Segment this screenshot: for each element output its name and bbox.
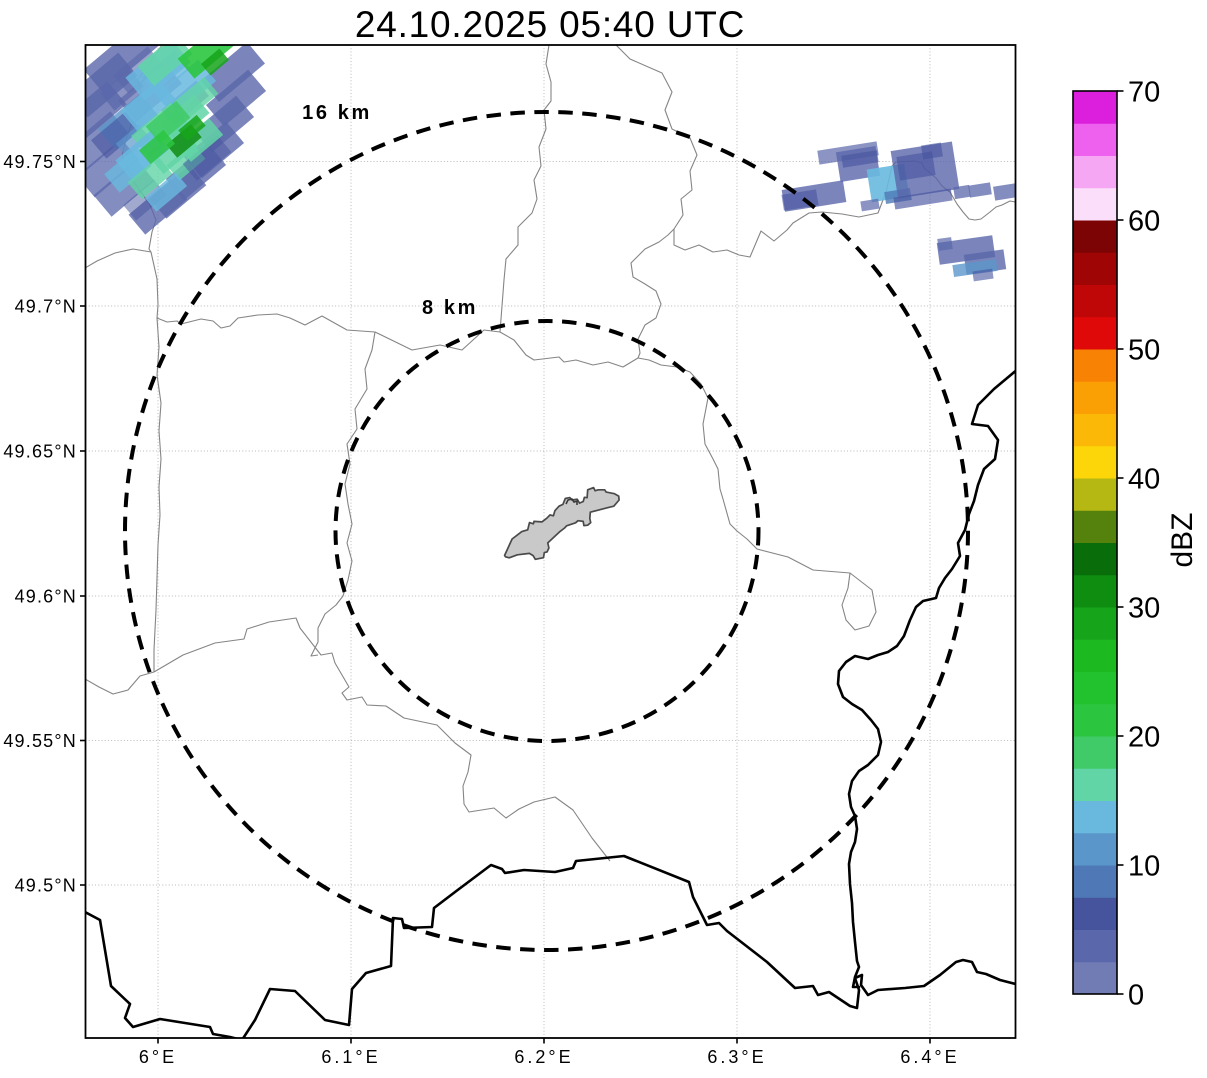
svg-text:8 km: 8 km (422, 297, 478, 319)
svg-text:50: 50 (1128, 335, 1160, 367)
svg-text:10: 10 (1128, 851, 1160, 883)
svg-text:24.10.2025 05:40 UTC: 24.10.2025 05:40 UTC (355, 4, 745, 45)
svg-text:6.3°E: 6.3°E (707, 1047, 766, 1067)
svg-text:6.4°E: 6.4°E (900, 1047, 959, 1067)
svg-text:49.5°N: 49.5°N (15, 876, 77, 896)
svg-text:49.65°N: 49.65°N (3, 442, 77, 462)
svg-text:49.6°N: 49.6°N (15, 587, 77, 607)
svg-text:60: 60 (1128, 206, 1160, 238)
svg-text:16 km: 16 km (302, 102, 372, 124)
svg-text:20: 20 (1128, 722, 1160, 754)
svg-text:49.55°N: 49.55°N (3, 731, 77, 751)
svg-text:0: 0 (1128, 980, 1144, 1012)
svg-text:6.1°E: 6.1°E (321, 1047, 380, 1067)
svg-text:70: 70 (1128, 77, 1160, 109)
svg-text:30: 30 (1128, 593, 1160, 625)
svg-text:40: 40 (1128, 464, 1160, 496)
svg-text:49.75°N: 49.75°N (3, 152, 77, 172)
svg-text:6°E: 6°E (139, 1047, 177, 1067)
svg-text:6.2°E: 6.2°E (514, 1047, 573, 1067)
svg-text:dBZ: dBZ (1166, 512, 1199, 567)
svg-text:49.7°N: 49.7°N (15, 297, 77, 317)
